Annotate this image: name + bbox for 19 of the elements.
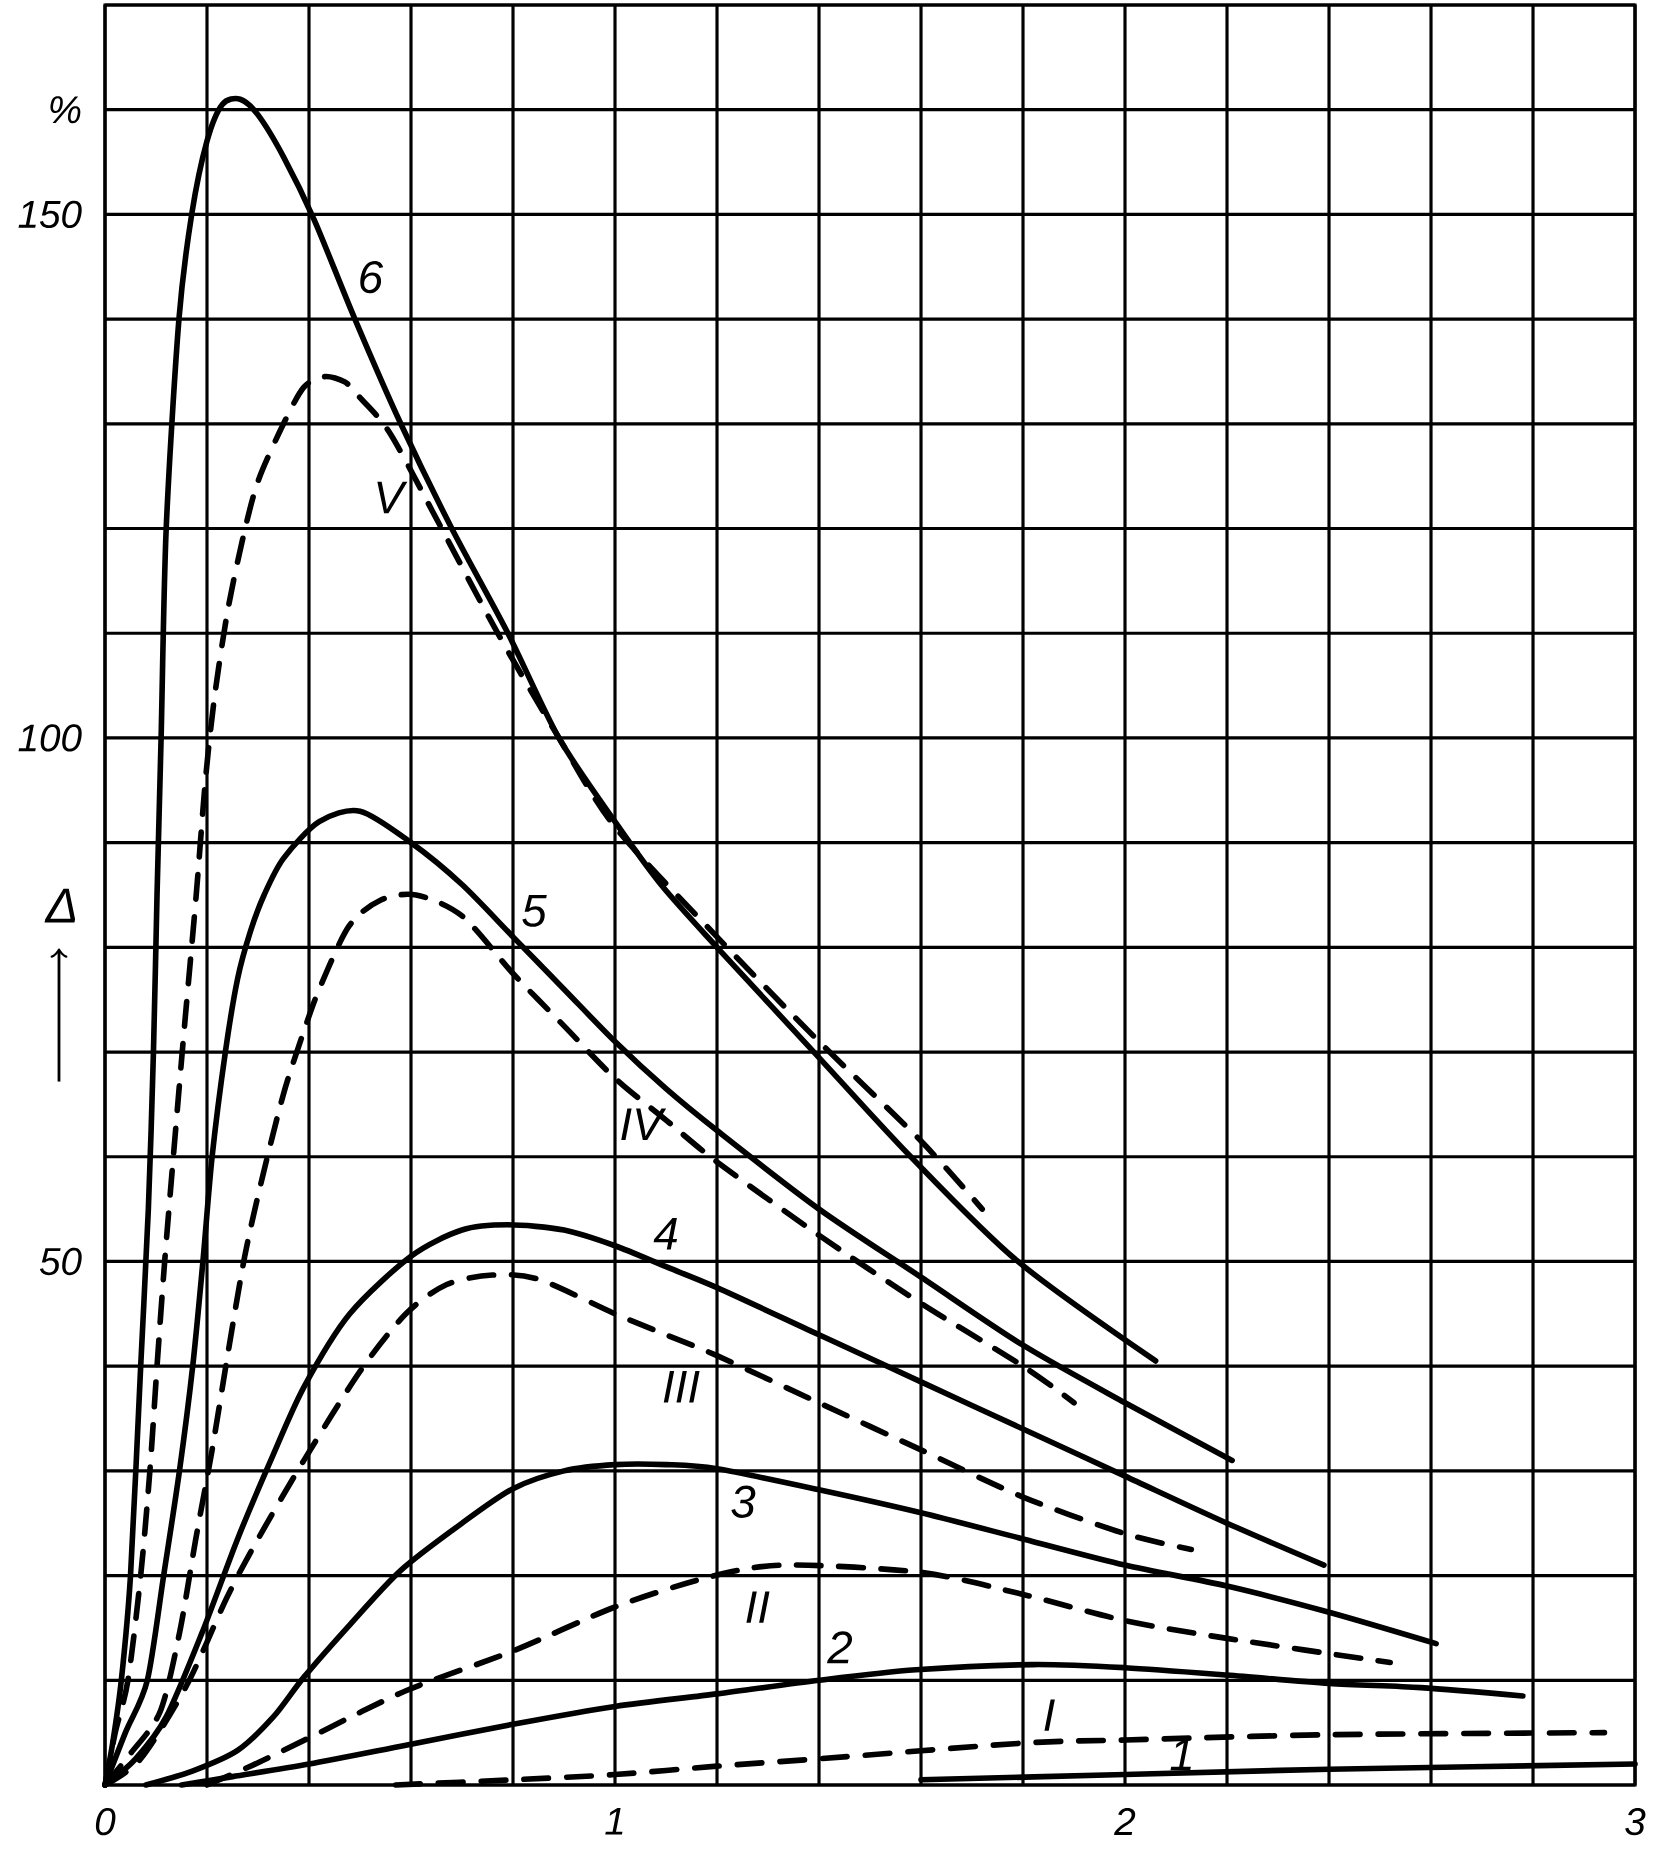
- y-tick-label: %: [50, 96, 81, 124]
- series-label: 2: [827, 1631, 853, 1664]
- y-tick-label: 50: [39, 1247, 82, 1276]
- x-tick-label: 0: [95, 1808, 116, 1836]
- x-tick-label: 2: [1114, 1808, 1136, 1835]
- x-tick-label: 1: [605, 1807, 623, 1835]
- series-label: IV: [621, 1108, 667, 1140]
- series-label: I: [1044, 1699, 1055, 1731]
- series-label: 4: [653, 1217, 677, 1250]
- series-label: 5: [522, 894, 547, 927]
- y-tick-label: 150: [18, 200, 82, 229]
- series-label: II: [746, 1591, 770, 1623]
- series-label: 6: [360, 260, 384, 294]
- series-label: III: [663, 1370, 700, 1403]
- series-label: 3: [731, 1485, 756, 1518]
- y-axis-title: Δ: [44, 888, 76, 923]
- series-label: V: [377, 481, 408, 514]
- y-tick-label: 100: [18, 724, 82, 752]
- x-tick-label: 3: [1625, 1808, 1646, 1836]
